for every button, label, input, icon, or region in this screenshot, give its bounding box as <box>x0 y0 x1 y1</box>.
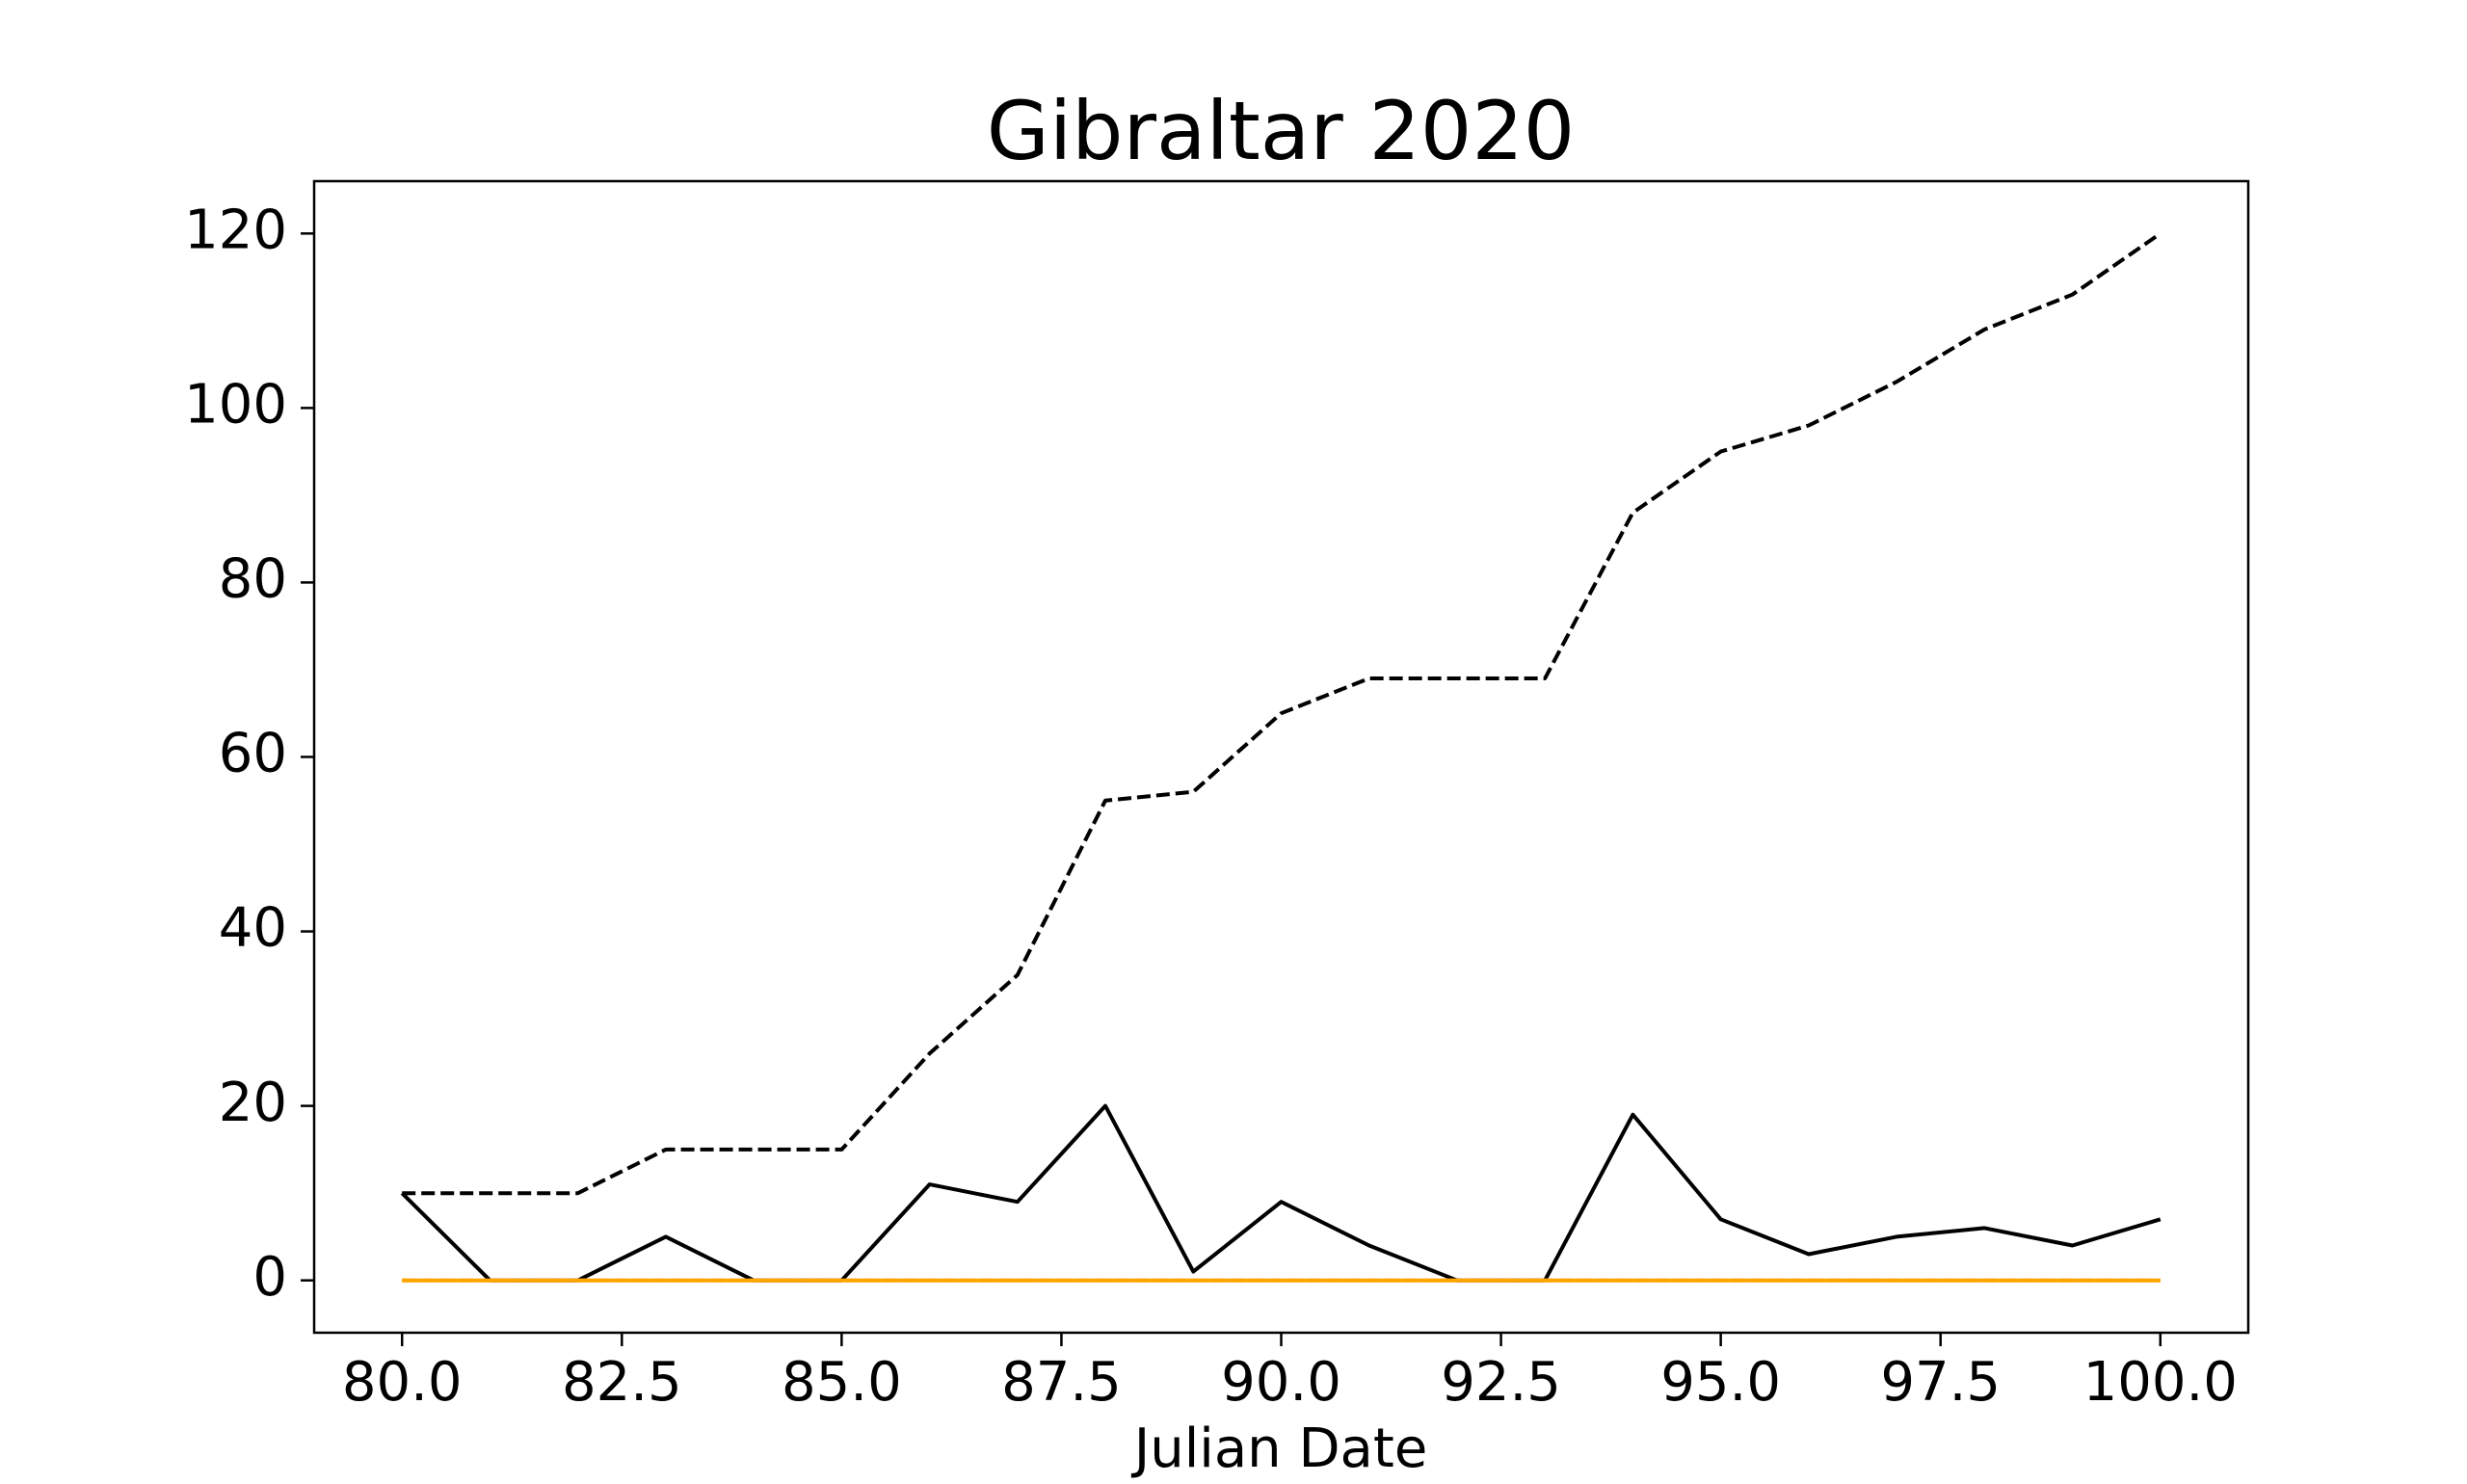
x-tick-label: 92.5 <box>1441 1351 1561 1414</box>
y-tick-label: 100 <box>184 374 287 437</box>
x-tick-label: 97.5 <box>1880 1351 2001 1414</box>
y-tick-label: 40 <box>219 897 287 960</box>
x-tick-label: 87.5 <box>1001 1351 1122 1414</box>
chart-title: Gibraltar 2020 <box>987 84 1576 178</box>
plot-frame <box>312 179 2250 1335</box>
y-tick-label: 20 <box>219 1072 287 1134</box>
y-axis: 0 20 40 60 80 100 120 <box>184 199 314 1309</box>
x-tick-label: 100.0 <box>2083 1351 2238 1414</box>
y-tick-label: 80 <box>219 548 287 611</box>
x-tick-label: 95.0 <box>1660 1351 1781 1414</box>
series-layer <box>400 231 2162 1283</box>
x-tick-label: 85.0 <box>782 1351 902 1414</box>
x-tick-label: 82.5 <box>562 1351 682 1414</box>
x-axis: 80.0 82.5 85.0 87.5 90.0 92.5 95.0 97.5 100.0 <box>342 1333 2238 1414</box>
y-tick-label: 120 <box>184 199 287 261</box>
series-line-2 <box>400 1103 2162 1283</box>
x-axis-label: Julian Date <box>1131 1418 1428 1480</box>
series-line-1 <box>402 231 2162 1196</box>
x-tick-label: 80.0 <box>342 1351 463 1414</box>
y-tick-label: 0 <box>252 1246 287 1309</box>
x-tick-label: 90.0 <box>1221 1351 1341 1414</box>
y-tick-label: 60 <box>219 723 287 785</box>
